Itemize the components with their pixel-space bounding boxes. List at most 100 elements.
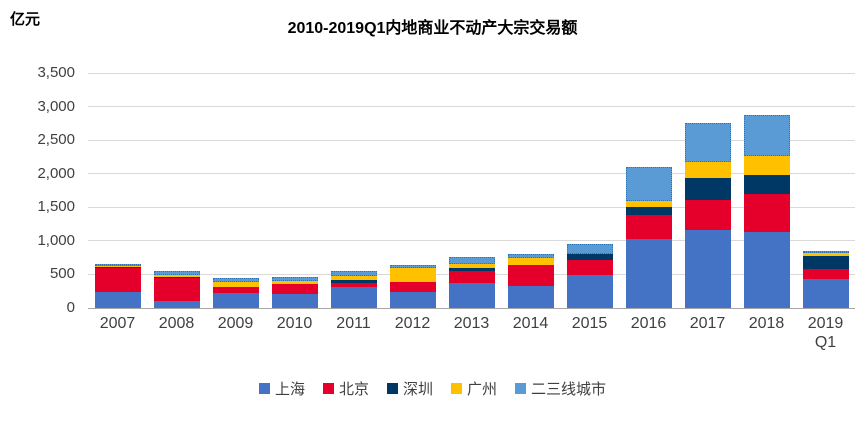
bar-slot bbox=[206, 73, 265, 308]
bar-segment bbox=[389, 281, 436, 293]
stacked-bar bbox=[94, 264, 141, 308]
y-tick-label: 3,000 bbox=[37, 97, 75, 115]
bar-segment bbox=[271, 280, 318, 285]
y-tick-label: 500 bbox=[49, 265, 75, 283]
bar-segment bbox=[389, 292, 436, 308]
bar-segment bbox=[448, 271, 495, 284]
legend-label: 北京 bbox=[338, 381, 369, 398]
x-axis-tick-labels: 2007 2008 2009 2010 2011 2012 2013 2014 2015 2016… bbox=[88, 314, 855, 352]
legend-item: 上海 bbox=[258, 378, 305, 399]
x-tick-label: 2015 bbox=[571, 315, 608, 332]
bar-segment bbox=[271, 277, 318, 281]
bar-segment bbox=[94, 267, 141, 269]
plot-area bbox=[88, 72, 855, 309]
y-axis-unit-label: 亿元 bbox=[10, 11, 41, 28]
bar-segment bbox=[684, 123, 731, 163]
legend-marker-icon bbox=[451, 383, 462, 394]
bar-slot bbox=[560, 73, 619, 308]
bar-segment bbox=[625, 167, 672, 202]
x-tick-label: 2010 bbox=[276, 315, 313, 332]
bar-segment bbox=[212, 277, 259, 283]
bar-segment bbox=[330, 282, 377, 287]
y-tick-label: 1,500 bbox=[37, 198, 75, 216]
bar-segment bbox=[566, 260, 613, 276]
x-tick-label: 2011 bbox=[336, 315, 371, 332]
bar-segment bbox=[684, 162, 731, 179]
x-tick-label: 2019 Q1 bbox=[807, 315, 844, 351]
bar-segment bbox=[330, 271, 377, 277]
legend-label: 上海 bbox=[274, 381, 305, 398]
bar-segment bbox=[94, 264, 141, 267]
bar-segment bbox=[212, 286, 259, 294]
bars-container bbox=[88, 73, 855, 308]
bar-segment bbox=[625, 201, 672, 208]
bar-segment bbox=[507, 265, 554, 286]
gridline bbox=[88, 240, 855, 242]
stacked-bar bbox=[507, 253, 554, 308]
bar-segment bbox=[153, 278, 200, 301]
legend-label: 广州 bbox=[467, 381, 498, 398]
bar-segment bbox=[507, 285, 554, 308]
bar-segment bbox=[448, 257, 495, 265]
x-tick-label: 2008 bbox=[158, 315, 195, 332]
x-tick-label: 2012 bbox=[394, 315, 431, 332]
x-tick-label: 2016 bbox=[630, 315, 667, 332]
y-tick-label: 0 bbox=[66, 299, 75, 316]
bar-segment bbox=[448, 283, 495, 308]
bar-segment bbox=[212, 282, 259, 287]
bar-segment bbox=[625, 214, 672, 240]
bar-segment bbox=[212, 293, 259, 308]
bar-segment bbox=[684, 199, 731, 230]
bar-segment bbox=[94, 292, 141, 308]
stacked-bar bbox=[389, 264, 436, 308]
bar-segment bbox=[684, 229, 731, 308]
x-tick-label: 2007 bbox=[99, 315, 136, 332]
y-tick-label: 1,000 bbox=[37, 231, 75, 249]
bar-segment bbox=[153, 275, 200, 277]
x-tick-label: 2014 bbox=[512, 315, 549, 332]
legend-item: 深圳 bbox=[386, 378, 433, 399]
bar-slot bbox=[619, 73, 678, 308]
bar-slot bbox=[147, 73, 206, 308]
y-tick-label: 2,000 bbox=[37, 164, 75, 182]
stacked-bar bbox=[448, 257, 495, 308]
bar-segment bbox=[271, 284, 318, 295]
stacked-bar bbox=[743, 114, 790, 308]
gridline bbox=[88, 139, 855, 141]
stacked-bar bbox=[330, 271, 377, 308]
x-tick-label: 2018 bbox=[748, 315, 785, 332]
legend-label: 深圳 bbox=[402, 381, 433, 398]
bar-slot bbox=[324, 73, 383, 308]
bar-segment bbox=[625, 239, 672, 308]
legend-marker-icon bbox=[322, 383, 334, 394]
legend-item: 广州 bbox=[451, 378, 497, 399]
bar-segment bbox=[153, 276, 200, 279]
bar-segment bbox=[743, 114, 790, 157]
bar-segment bbox=[94, 266, 141, 268]
bar-segment bbox=[153, 270, 200, 276]
bar-slot bbox=[678, 73, 737, 308]
bar-segment bbox=[389, 268, 436, 282]
stacked-bar bbox=[271, 277, 318, 308]
x-tick-label: 2009 bbox=[217, 315, 254, 332]
gridline bbox=[88, 72, 855, 74]
bar-segment bbox=[743, 232, 790, 308]
bar-slot bbox=[796, 73, 855, 308]
y-tick-label: 3,500 bbox=[37, 64, 75, 81]
bar-segment bbox=[507, 258, 554, 266]
bar-slot bbox=[88, 73, 147, 308]
stacked-bar bbox=[153, 270, 200, 308]
stacked-bar bbox=[212, 277, 259, 308]
bar-segment bbox=[448, 268, 495, 272]
stacked-bar bbox=[625, 167, 672, 308]
stacked-bar bbox=[566, 243, 613, 308]
bar-segment bbox=[743, 174, 790, 194]
chart-title: 2010-2019Q1内地商业不动产大宗交易额 bbox=[287, 20, 578, 37]
bar-segment bbox=[802, 253, 849, 256]
bar-segment bbox=[802, 251, 849, 254]
bar-segment bbox=[802, 279, 849, 308]
bar-slot bbox=[501, 73, 560, 308]
bar-segment bbox=[743, 193, 790, 233]
gridline bbox=[88, 173, 855, 175]
bar-slot bbox=[737, 73, 796, 308]
